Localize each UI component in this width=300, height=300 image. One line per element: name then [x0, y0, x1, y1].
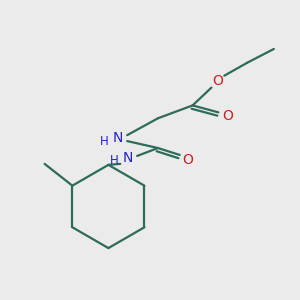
- Text: O: O: [212, 74, 223, 88]
- Text: N: N: [113, 131, 124, 145]
- Text: O: O: [222, 109, 233, 123]
- Text: H: H: [110, 154, 119, 167]
- Text: N: N: [123, 151, 134, 165]
- Text: H: H: [100, 135, 109, 148]
- Text: O: O: [182, 153, 193, 167]
